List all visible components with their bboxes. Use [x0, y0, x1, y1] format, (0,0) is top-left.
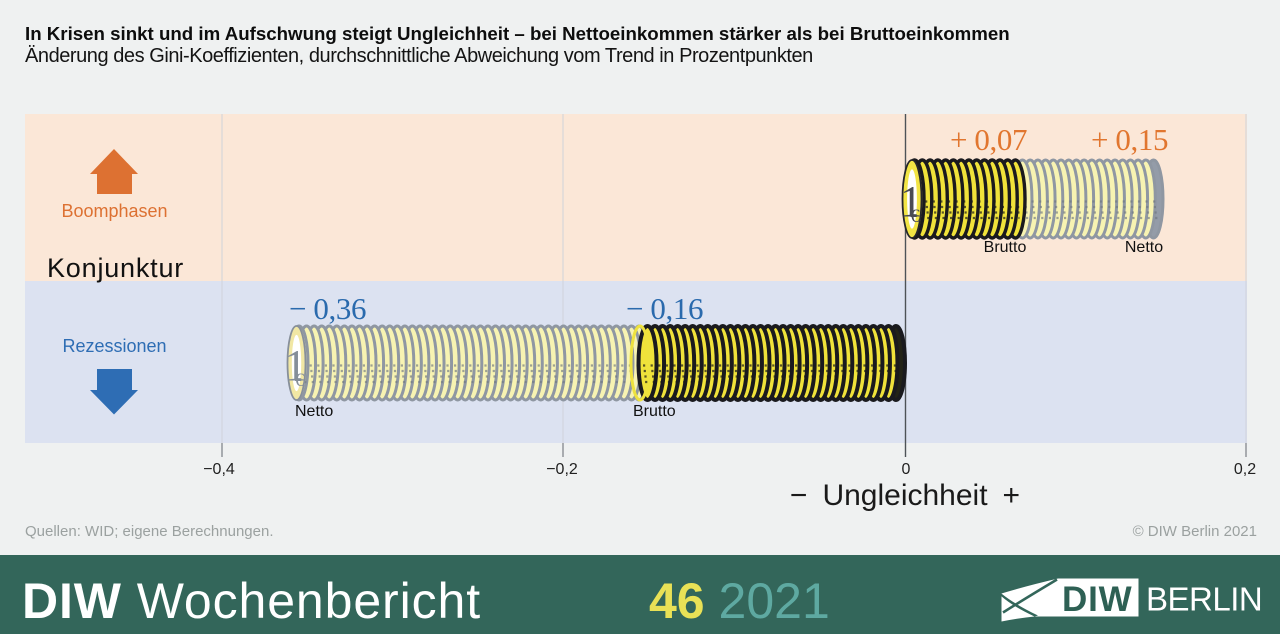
svg-text:DIW: DIW	[1062, 580, 1132, 619]
svg-text:1: 1	[900, 177, 922, 226]
svg-text:€: €	[910, 206, 920, 227]
svg-text:BERLIN: BERLIN	[1146, 581, 1262, 618]
svg-text:1: 1	[285, 341, 307, 390]
svg-text:€: €	[295, 370, 305, 391]
